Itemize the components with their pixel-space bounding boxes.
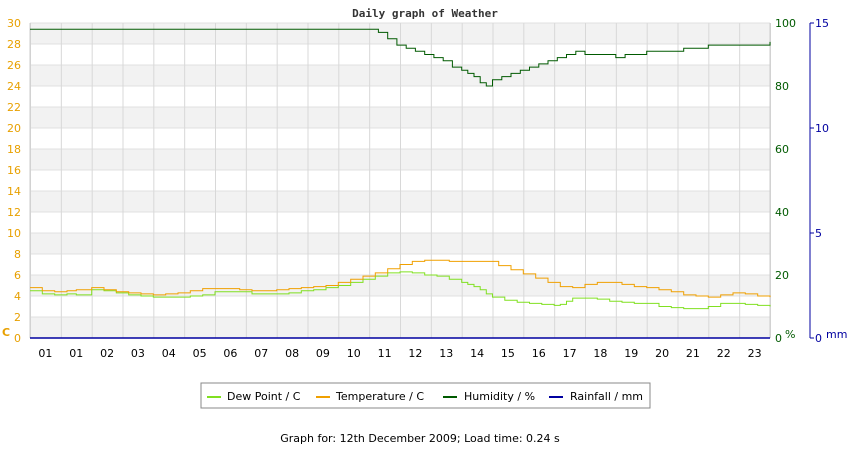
x-tick-label: 03 xyxy=(131,347,145,360)
x-tick-label: 11 xyxy=(378,347,392,360)
x-tick-label: 12 xyxy=(408,347,422,360)
x-tick-label: 05 xyxy=(193,347,207,360)
grid-lines xyxy=(30,22,771,339)
left-tick-label: 12 xyxy=(7,206,21,219)
x-tick-label: 18 xyxy=(593,347,607,360)
rainfall-axis-unit: mm xyxy=(826,328,847,341)
humidity-tick-label: 60 xyxy=(775,143,789,156)
series-humidity-line xyxy=(30,28,771,87)
x-tick-label: 13 xyxy=(439,347,453,360)
chart-axes: 01 01 02 03 04 05 06 07 08 09 10 11 12 13 14 15 16 17 18 19… xyxy=(2,17,847,360)
left-tick-label: 8 xyxy=(14,248,21,261)
chart-title: Daily graph of Weather xyxy=(352,7,498,20)
footer-info: Graph for: 12th December 2009; Load time… xyxy=(280,432,560,445)
humidity-tick-label: 40 xyxy=(775,206,789,219)
left-axis-unit: C xyxy=(2,326,10,339)
x-tick-label: 23 xyxy=(748,347,762,360)
chart-legend: Dew Point / C Temperature / C Humidity / %… xyxy=(200,382,651,409)
x-tick-label: 22 xyxy=(717,347,731,360)
legend-label: Temperature / C xyxy=(335,390,424,403)
left-tick-label: 28 xyxy=(7,38,21,51)
rainfall-tick-label: 5 xyxy=(815,227,822,240)
left-tick-label: 30 xyxy=(7,17,21,30)
x-tick-label: 21 xyxy=(686,347,700,360)
x-tick-label: 01 xyxy=(38,347,52,360)
humidity-tick-label: 20 xyxy=(775,269,789,282)
humidity-axis-unit: % xyxy=(785,328,795,341)
humidity-tick-label: 100 xyxy=(775,17,796,30)
left-tick-label: 6 xyxy=(14,269,21,282)
series-dew-point-line xyxy=(30,271,771,310)
rainfall-tick-label: 15 xyxy=(815,17,829,30)
x-tick-label: 16 xyxy=(532,347,546,360)
humidity-tick-label: 0 xyxy=(775,332,782,345)
left-tick-label: 2 xyxy=(14,311,21,324)
left-tick-label: 0 xyxy=(14,332,21,345)
series-temperature-line xyxy=(30,259,771,298)
left-tick-label: 10 xyxy=(7,227,21,240)
legend-label: Humidity / % xyxy=(464,390,535,403)
legend-box xyxy=(200,382,651,409)
left-tick-label: 4 xyxy=(14,290,21,303)
x-tick-label: 20 xyxy=(655,347,669,360)
legend-label: Rainfall / mm xyxy=(570,390,643,403)
x-tick-label: 07 xyxy=(254,347,268,360)
x-tick-label: 02 xyxy=(100,347,114,360)
rainfall-tick-label: 10 xyxy=(815,122,829,135)
x-tick-label: 08 xyxy=(285,347,299,360)
x-tick-label: 15 xyxy=(501,347,515,360)
humidity-tick-label: 80 xyxy=(775,80,789,93)
left-tick-label: 14 xyxy=(7,185,21,198)
rainfall-tick-label: 0 xyxy=(815,332,822,345)
x-tick-label: 06 xyxy=(223,347,237,360)
left-tick-label: 20 xyxy=(7,122,21,135)
left-tick-label: 22 xyxy=(7,101,21,114)
x-tick-label: 14 xyxy=(470,347,484,360)
left-tick-label: 26 xyxy=(7,59,21,72)
x-tick-label: 10 xyxy=(347,347,361,360)
chart-series xyxy=(30,28,771,339)
legend-label: Dew Point / C xyxy=(227,390,301,403)
x-tick-label: 09 xyxy=(316,347,330,360)
x-tick-label: 01 xyxy=(69,347,83,360)
x-tick-label: 17 xyxy=(563,347,577,360)
x-tick-label: 04 xyxy=(162,347,176,360)
left-tick-label: 16 xyxy=(7,164,21,177)
x-tick-label: 19 xyxy=(624,347,638,360)
left-tick-label: 24 xyxy=(7,80,21,93)
left-tick-label: 18 xyxy=(7,143,21,156)
